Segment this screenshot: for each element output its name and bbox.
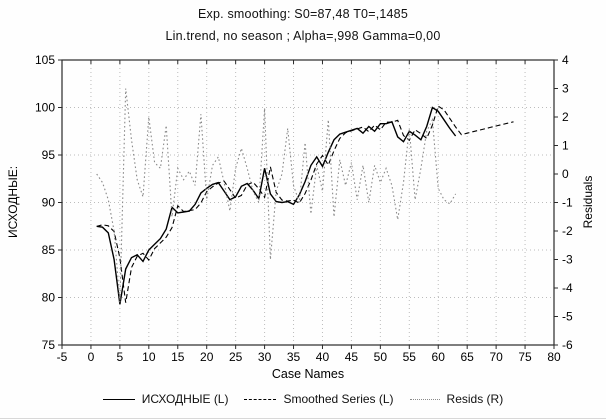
right-axis-label: Residuals <box>581 176 595 229</box>
series-line-0 <box>96 106 457 305</box>
legend-item-resids: Resids (R) <box>409 392 504 406</box>
chart-title: Exp. smoothing: S0=87,48 T0=,1485 <box>198 7 408 21</box>
x-tick-label: 30 <box>258 350 272 364</box>
left-tick-label: 90 <box>42 196 56 210</box>
legend-item-original: ИСХОДНЫЕ (L) <box>102 392 229 406</box>
legend-label-smoothed: Smoothed Series (L) <box>283 392 394 406</box>
x-tick-label: 20 <box>200 350 214 364</box>
right-tick-label: 2 <box>562 110 569 124</box>
series-line-1 <box>96 105 514 303</box>
right-tick-label: -2 <box>562 224 573 238</box>
solid-line-icon <box>102 398 135 400</box>
right-tick-label: 0 <box>562 167 569 181</box>
x-tick-label: 15 <box>171 350 185 364</box>
x-tick-label: 65 <box>460 350 474 364</box>
right-tick-label: -4 <box>562 281 573 295</box>
right-tick-label: 3 <box>562 82 569 96</box>
x-tick-label: 55 <box>403 350 417 364</box>
x-tick-label: 40 <box>316 350 330 364</box>
legend-label-resids: Resids (R) <box>446 392 504 406</box>
left-tick-label: 95 <box>42 148 56 162</box>
x-tick-label: 50 <box>374 350 388 364</box>
grid-lines <box>62 60 554 345</box>
left-tick-label: 100 <box>35 101 55 115</box>
right-tick-label: 1 <box>562 139 569 153</box>
x-tick-label: 75 <box>518 350 532 364</box>
left-tick-label: 75 <box>42 338 56 352</box>
x-tick-label: 80 <box>547 350 561 364</box>
tick-labels: -5 0 5 10 15 20 25 30 35 40 45 50 55 60 65 70 75 80758085… <box>35 53 573 364</box>
x-tick-label: 60 <box>432 350 446 364</box>
right-tick-label: -5 <box>562 310 573 324</box>
x-tick-label: 5 <box>117 350 124 364</box>
left-tick-label: 80 <box>42 291 56 305</box>
x-tick-label: 0 <box>88 350 95 364</box>
x-tick-label: 25 <box>229 350 243 364</box>
data-series <box>96 88 514 305</box>
x-tick-label: 45 <box>345 350 359 364</box>
left-tick-label: 105 <box>35 53 55 67</box>
legend-item-smoothed: Smoothed Series (L) <box>244 392 394 406</box>
dotted-line-icon <box>409 398 440 400</box>
x-axis-label: Case Names <box>272 367 344 381</box>
x-tick-label: 35 <box>287 350 301 364</box>
right-tick-label: -6 <box>562 338 573 352</box>
x-tick-label: 10 <box>142 350 156 364</box>
right-tick-label: 4 <box>562 53 569 67</box>
right-tick-label: -1 <box>562 196 573 210</box>
dashed-line-icon <box>244 398 277 400</box>
plot-frame <box>61 59 555 346</box>
x-tick-label: -5 <box>57 350 68 364</box>
series-line-2 <box>96 88 457 303</box>
left-axis-label: ИСХОДНЫЕ: <box>6 166 20 238</box>
legend-label-original: ИСХОДНЫЕ (L) <box>141 392 229 406</box>
x-tick-label: 70 <box>489 350 503 364</box>
chart-legend: ИСХОДНЫЕ (L) Smoothed Series (L) Resids … <box>0 387 606 411</box>
axes-frame <box>58 59 558 349</box>
chart-subtitle: Lin.trend, no season ; Alpha=,998 Gamma=… <box>165 29 441 43</box>
right-tick-label: -3 <box>562 253 573 267</box>
left-tick-label: 85 <box>42 243 56 257</box>
plot-area: -5 0 5 10 15 20 25 30 35 40 45 50 55 60 65 70 75 80758085… <box>6 53 595 381</box>
